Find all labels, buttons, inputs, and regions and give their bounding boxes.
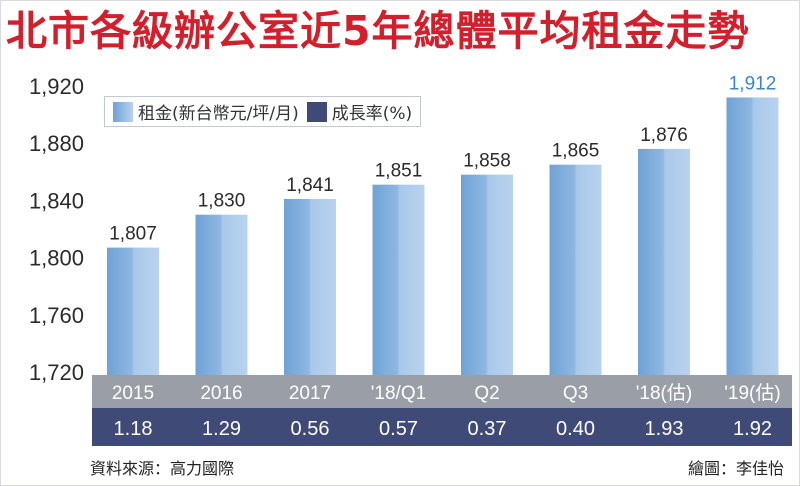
bar — [461, 174, 513, 376]
chart-title: 北市各級辦公室近5年總體平均租金走勢 — [6, 7, 750, 55]
y-tick-label: 1,920 — [29, 74, 84, 99]
growth-rate-value: 1.29 — [202, 418, 241, 440]
growth-rate-value: 0.37 — [468, 418, 507, 440]
legend-item-rent: 租金(新台幣元/坪/月) — [113, 99, 299, 124]
growth-rate-series: 1.18 1.29 0.56 0.57 0.37 0.40 1.93 1.92 — [114, 418, 772, 440]
y-axis-ticks: 1,720 1,760 1,800 1,840 1,880 1,920 — [29, 74, 84, 385]
bar — [549, 164, 602, 376]
y-tick-label: 1,800 — [29, 246, 84, 271]
growth-rate-band — [92, 408, 792, 446]
category-band — [92, 375, 792, 408]
bar-value-labels: 1,807 1,830 1,841 1,851 1,858 1,865 1,876 1,912 — [109, 73, 776, 244]
x-tick-label: Q2 — [474, 383, 499, 404]
y-tick-label: 1,840 — [29, 188, 84, 213]
legend-item-growth: 成長率(%) — [306, 99, 413, 124]
source-note: 資料來源：高力國際 — [90, 459, 235, 478]
growth-rate-value: 0.57 — [379, 418, 418, 440]
x-tick-label: 2017 — [289, 383, 331, 404]
growth-rate-value: 1.18 — [114, 418, 153, 440]
x-tick-label: 2015 — [112, 383, 154, 404]
bar-value-label: 1,830 — [198, 191, 246, 212]
y-tick-label: 1,720 — [29, 360, 84, 385]
bar-value-label: 1,841 — [286, 175, 334, 196]
x-axis-category-labels: 2015 2016 2017 '18/Q1 Q2 Q3 '18(估) '19(估) — [112, 382, 781, 404]
x-tick-label: '18(估) — [636, 382, 692, 404]
legend: 租金(新台幣元/坪/月) 成長率(%) — [104, 96, 422, 127]
bar — [284, 198, 336, 376]
legend-label-growth: 成長率(%) — [331, 104, 413, 124]
bar — [638, 148, 690, 376]
growth-rate-value: 0.40 — [556, 418, 595, 440]
bar-series-rent — [107, 97, 779, 376]
y-tick-label: 1,760 — [29, 303, 84, 328]
bar — [107, 247, 159, 376]
bar-value-label: 1,807 — [109, 224, 157, 245]
bar-value-label: 1,851 — [375, 161, 423, 182]
legend-swatch-growth — [306, 101, 327, 122]
bar-value-label: 1,912 — [729, 73, 777, 94]
growth-rate-value: 1.92 — [733, 418, 772, 440]
growth-rate-value: 0.56 — [291, 418, 330, 440]
x-tick-label: Q3 — [563, 383, 588, 404]
legend-swatch-rent — [113, 101, 133, 122]
bar — [195, 214, 248, 376]
bar — [372, 184, 425, 376]
bar-value-label: 1,876 — [640, 125, 688, 146]
growth-rate-value: 1.93 — [645, 418, 684, 440]
bar — [726, 97, 779, 376]
bar-value-label: 1,858 — [463, 151, 511, 172]
legend-label-rent: 租金(新台幣元/坪/月) — [138, 104, 299, 124]
x-tick-label: '18/Q1 — [371, 383, 426, 404]
bar-value-label: 1,865 — [552, 141, 600, 162]
x-tick-label: '19(估) — [724, 382, 780, 404]
y-tick-label: 1,880 — [29, 131, 84, 156]
x-tick-label: 2016 — [200, 383, 242, 404]
graphic-credit: 繪圖：李佳怡 — [687, 459, 784, 478]
